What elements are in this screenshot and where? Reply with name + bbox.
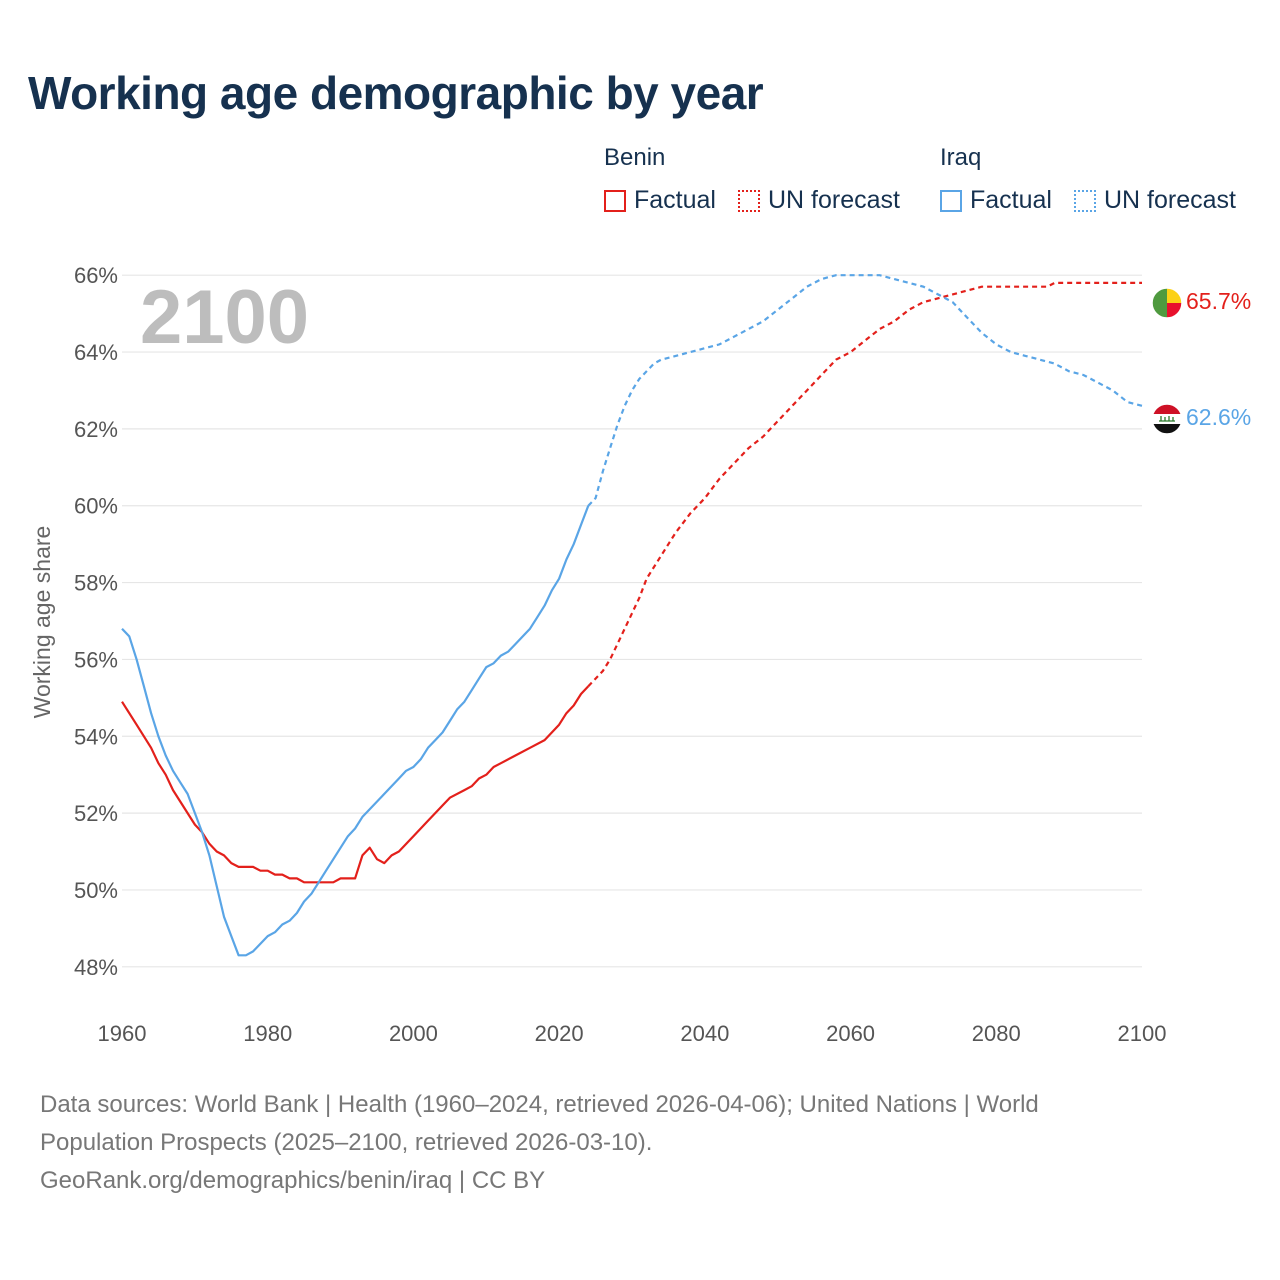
series-line-benin-factual[interactable] bbox=[121, 685, 590, 884]
series-line-iraq-factual[interactable] bbox=[121, 505, 590, 957]
grid-layer bbox=[122, 274, 1142, 968]
y-axis-label: Working age share bbox=[29, 526, 55, 719]
chart-title: Working age demographic by year bbox=[28, 67, 764, 119]
current-year-label: 2100 bbox=[140, 275, 309, 360]
legend-swatch-iraq-factual bbox=[940, 189, 962, 212]
legend-swatch-benin-forecast bbox=[738, 189, 760, 212]
series-line-benin-forecast[interactable] bbox=[587, 281, 1142, 688]
legend-label-benin-forecast: UN forecast bbox=[768, 186, 900, 214]
legend-item-benin-forecast[interactable]: UN forecast bbox=[738, 186, 900, 215]
y-tick-label: 48% bbox=[74, 955, 118, 980]
x-tick-label: 2000 bbox=[389, 1021, 438, 1046]
line-chart: 48% 50% 52% 54% 56% 58% 60% 62% 64% 66% 1960 1980 2… bbox=[29, 263, 1251, 1046]
x-tick-label: 1960 bbox=[98, 1021, 147, 1046]
y-tick-label: 60% bbox=[74, 494, 118, 519]
series-line-iraq-forecast[interactable] bbox=[587, 274, 1143, 507]
footer-credit-link[interactable]: GeoRank.org/demographics/benin/iraq | CC… bbox=[40, 1167, 546, 1194]
x-tick-label: 2100 bbox=[1118, 1021, 1167, 1046]
legend-swatch-benin-factual bbox=[604, 189, 626, 212]
y-tick-label: 62% bbox=[74, 417, 118, 442]
y-tick-label: 56% bbox=[74, 647, 118, 672]
legend-label-iraq-forecast: UN forecast bbox=[1104, 186, 1236, 214]
legend-label-iraq-factual: Factual bbox=[970, 186, 1052, 214]
y-axis: 48% 50% 52% 54% 56% 58% 60% 62% 64% 66% bbox=[74, 263, 118, 980]
y-tick-label: 58% bbox=[74, 571, 118, 596]
y-tick-label: 54% bbox=[74, 724, 118, 749]
footer-sources-line-1: Data sources: World Bank | Health (1960–… bbox=[40, 1091, 1039, 1118]
iraq-flag-icon bbox=[1151, 403, 1183, 435]
y-tick-label: 52% bbox=[74, 801, 118, 826]
legend-item-iraq-factual[interactable]: Factual bbox=[940, 186, 1052, 215]
legend-item-benin-factual[interactable]: Factual bbox=[604, 186, 716, 215]
y-tick-label: 64% bbox=[74, 340, 118, 365]
legend-group-benin: Benin bbox=[604, 144, 666, 171]
x-axis: 1960 1980 2000 2020 2040 2060 2080 2100 bbox=[98, 1021, 1167, 1046]
legend-label-benin-factual: Factual bbox=[634, 186, 716, 214]
x-tick-label: 2020 bbox=[535, 1021, 584, 1046]
series-layer bbox=[121, 274, 1143, 957]
end-label-iraq: 62.6% bbox=[1186, 404, 1251, 430]
x-tick-label: 2080 bbox=[972, 1021, 1021, 1046]
legend-group-iraq: Iraq bbox=[940, 144, 982, 171]
footer: Data sources: World Bank | Health (1960–… bbox=[40, 1086, 1230, 1200]
end-label-benin: 65.7% bbox=[1186, 288, 1251, 314]
footer-sources-line-2: Population Prospects (2025–2100, retriev… bbox=[40, 1129, 653, 1156]
x-tick-label: 1980 bbox=[243, 1021, 292, 1046]
y-tick-label: 66% bbox=[74, 263, 118, 288]
x-tick-label: 2060 bbox=[826, 1021, 875, 1046]
legend-item-iraq-forecast[interactable]: UN forecast bbox=[1074, 186, 1236, 215]
y-tick-label: 50% bbox=[74, 878, 118, 903]
benin-flag-icon bbox=[1151, 287, 1183, 319]
legend-swatch-iraq-forecast bbox=[1074, 189, 1096, 212]
x-tick-label: 2040 bbox=[680, 1021, 729, 1046]
